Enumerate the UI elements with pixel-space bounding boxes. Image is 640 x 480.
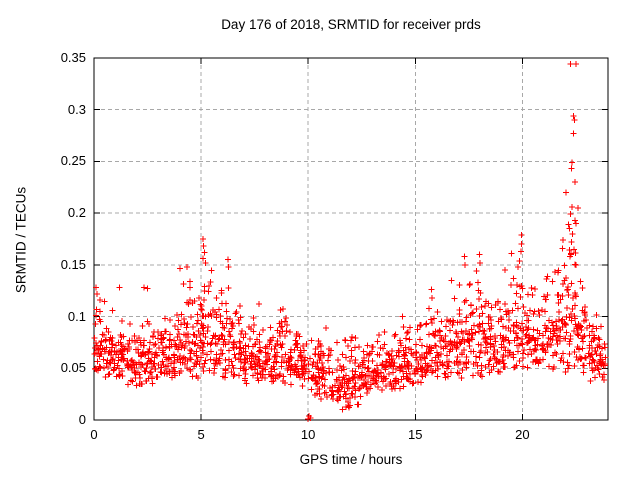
y-tick-label: 0.1 xyxy=(67,308,86,324)
plot-border xyxy=(93,57,609,421)
chart-title: Day 176 of 2018, SRMTID for receiver prd… xyxy=(221,17,481,32)
x-tick-label: 5 xyxy=(197,427,205,442)
scatter-points xyxy=(91,61,609,422)
y-tick-label: 0.25 xyxy=(60,153,86,169)
y-tick-label: 0.3 xyxy=(67,101,86,117)
y-tick-label: 0 xyxy=(78,412,86,427)
x-tick-label: 0 xyxy=(90,427,98,442)
y-tick-label: 0.05 xyxy=(60,360,86,376)
y-axis-label: SRMTID / TECUs xyxy=(13,186,29,294)
x-tick-label: 10 xyxy=(300,427,316,442)
y-tick-label: 0.35 xyxy=(60,50,86,65)
x-tick-label: 20 xyxy=(515,427,530,442)
y-tick-label: 0.15 xyxy=(60,256,86,272)
y-tick-label: 0.2 xyxy=(67,205,86,221)
x-tick-label: 15 xyxy=(408,427,423,442)
x-axis-label: GPS time / hours xyxy=(299,452,403,467)
